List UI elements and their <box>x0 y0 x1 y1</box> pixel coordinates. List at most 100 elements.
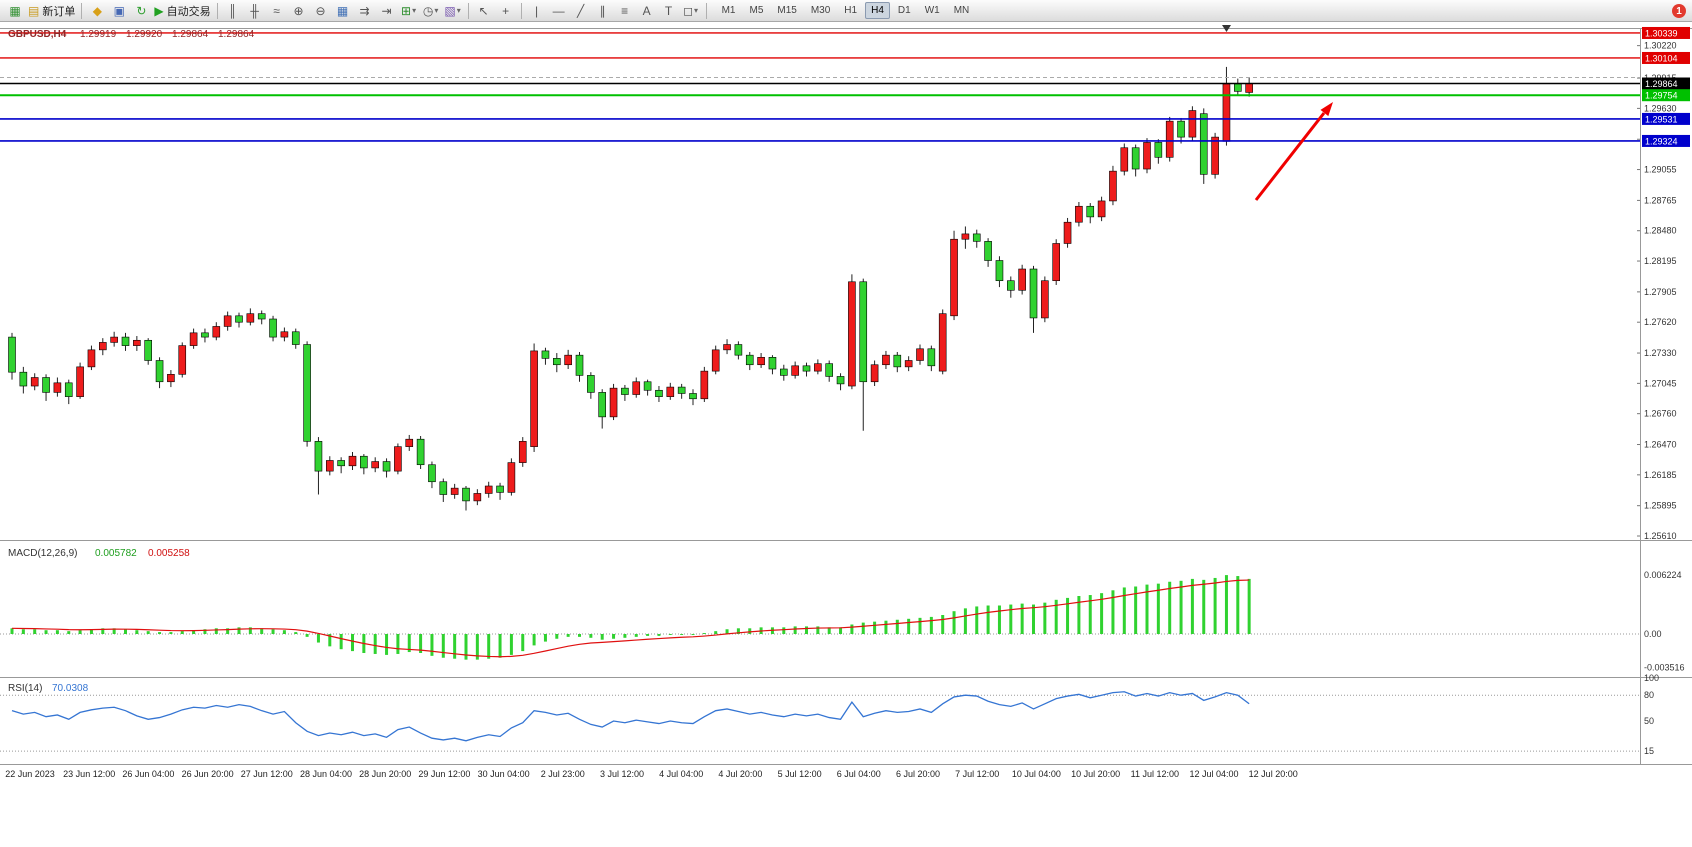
candle-body <box>428 464 436 483</box>
price-badge <box>1642 26 1690 39</box>
price-badge-label: 1.30104 <box>1645 53 1678 63</box>
price-tick-label: 1.28480 <box>1644 226 1677 236</box>
candle-body <box>53 382 62 393</box>
candle-body <box>848 281 856 387</box>
candle-body <box>1211 136 1219 175</box>
price-tick-label: 1.26470 <box>1644 440 1677 450</box>
candle-body <box>473 493 482 502</box>
tf-button-m5[interactable]: M5 <box>749 5 764 16</box>
tf-button-m30[interactable]: M30 <box>810 5 831 16</box>
toolbar-separator <box>216 2 218 19</box>
date-axis-label: 7 Jul 12:00 <box>955 769 999 779</box>
candle-body <box>246 313 255 323</box>
crosshair-button[interactable]: + <box>496 1 516 21</box>
candle-body <box>496 485 504 493</box>
candle-body <box>1097 200 1106 218</box>
refresh-icon: ↻ <box>136 3 147 18</box>
new-chart-icon: ▦ <box>9 3 21 18</box>
candle-body <box>1086 205 1095 218</box>
refresh-button[interactable]: ↻ <box>131 1 151 21</box>
autotrading-button[interactable]: ▶ 自动交易 <box>153 1 211 21</box>
auto-scroll-button[interactable]: ⇉ <box>355 1 375 21</box>
candle-body <box>235 315 243 323</box>
rsi-tick-label: 80 <box>1644 690 1654 700</box>
candlestick-style-button[interactable]: ╫ <box>245 1 265 21</box>
tf-button-d1[interactable]: D1 <box>897 5 911 16</box>
label-tool-button[interactable]: T <box>659 1 679 21</box>
new-order-button[interactable]: ▤ 新订单 <box>27 1 76 21</box>
bar-chart-style-button[interactable]: ║ <box>223 1 243 21</box>
main-toolbar: ▦ ▤ 新订单 ◆ ▣ ↻ ▶ 自动交易 ║ ╫ ≈ ⊕ ⊖ ▦ ⇉ ⇥ ⊞ ▾ … <box>0 0 1692 22</box>
cursor-icon: ↖ <box>478 3 489 18</box>
autotrading-play-icon: ▶ <box>154 3 164 18</box>
candle-body <box>984 241 992 261</box>
candle-body <box>416 438 425 466</box>
candle-body <box>552 358 561 366</box>
ohlc-open: 1.29919 <box>80 29 117 40</box>
horizontal-line-button[interactable]: — <box>549 1 569 21</box>
candle-body <box>541 350 550 359</box>
candle-body <box>133 339 141 346</box>
candle-body <box>201 332 209 338</box>
candle-body <box>1120 147 1129 172</box>
triangle-down-marker[interactable] <box>1222 25 1231 32</box>
zoom-in-button[interactable]: ⊕ <box>289 1 309 21</box>
new-chart-button[interactable]: ▦ <box>5 1 25 21</box>
candle-body <box>666 386 675 397</box>
tf-button-h1[interactable]: H1 <box>844 5 858 16</box>
tf-button-mn[interactable]: MN <box>953 5 970 16</box>
notification-badge[interactable]: 1 <box>1672 4 1686 18</box>
candle-body <box>745 354 754 366</box>
candle-body <box>1188 110 1197 138</box>
indicators-button[interactable]: ⊞ ▾ <box>399 1 419 21</box>
trendline-button[interactable]: ╱ <box>571 1 591 21</box>
tile-windows-button[interactable]: ▦ <box>333 1 353 21</box>
candle-body <box>677 386 686 394</box>
tf-button-h4[interactable]: H4 <box>865 2 890 19</box>
chart-shift-button[interactable]: ⇥ <box>377 1 397 21</box>
candle-body <box>405 438 414 447</box>
timeframe-toolbar: M1 M5 M15 M30 H1 H4 D1 W1 MN <box>715 2 977 19</box>
candle-body <box>507 462 516 493</box>
tf-button-m1[interactable]: M1 <box>721 5 736 16</box>
channel-button[interactable]: ∥ <box>593 1 613 21</box>
candle-body <box>76 366 84 397</box>
shapes-icon: ◻ <box>683 3 694 18</box>
text-tool-button[interactable]: A <box>637 1 657 21</box>
zoom-out-button[interactable]: ⊖ <box>311 1 331 21</box>
candle-body <box>836 376 845 385</box>
template-icon: ▧ <box>444 3 456 18</box>
candle-body <box>609 387 618 418</box>
date-axis-label: 5 Jul 12:00 <box>778 769 822 779</box>
cursor-button[interactable]: ↖ <box>474 1 494 21</box>
fibonacci-button[interactable]: ≡ <box>615 1 635 21</box>
crosshair-icon: + <box>502 3 510 18</box>
shapes-button[interactable]: ◻ ▾ <box>681 1 701 21</box>
candle-body <box>212 326 221 338</box>
toolbar-separator <box>705 2 707 19</box>
date-axis-label: 4 Jul 04:00 <box>659 769 703 779</box>
candle-body <box>1006 280 1015 291</box>
tf-button-m15[interactable]: M15 <box>777 5 797 16</box>
line-chart-style-button[interactable]: ≈ <box>267 1 287 21</box>
chart-plot-area[interactable] <box>0 28 1640 764</box>
trend-arrow[interactable] <box>1254 102 1333 201</box>
candle-body <box>972 233 981 242</box>
profiles-button[interactable]: ◆ <box>87 1 107 21</box>
rsi-tick-label: 100 <box>1644 673 1659 683</box>
date-axis-label: 4 Jul 20:00 <box>718 769 762 779</box>
candle-body <box>995 260 1004 282</box>
horizontal-lines <box>0 26 1690 147</box>
data-window-button[interactable]: ▣ <box>109 1 129 21</box>
templates-button[interactable]: ▧ ▾ <box>443 1 463 21</box>
tf-button-w1[interactable]: W1 <box>924 5 940 16</box>
candle-body <box>575 354 584 376</box>
candle-body <box>564 354 572 366</box>
date-axis-label: 6 Jul 04:00 <box>837 769 881 779</box>
candle-body <box>223 315 232 327</box>
date-axis-label: 30 Jun 04:00 <box>478 769 530 779</box>
vertical-line-button[interactable]: | <box>527 1 547 21</box>
toolbar-separator <box>81 2 83 19</box>
periods-button[interactable]: ◷ ▾ <box>421 1 441 21</box>
